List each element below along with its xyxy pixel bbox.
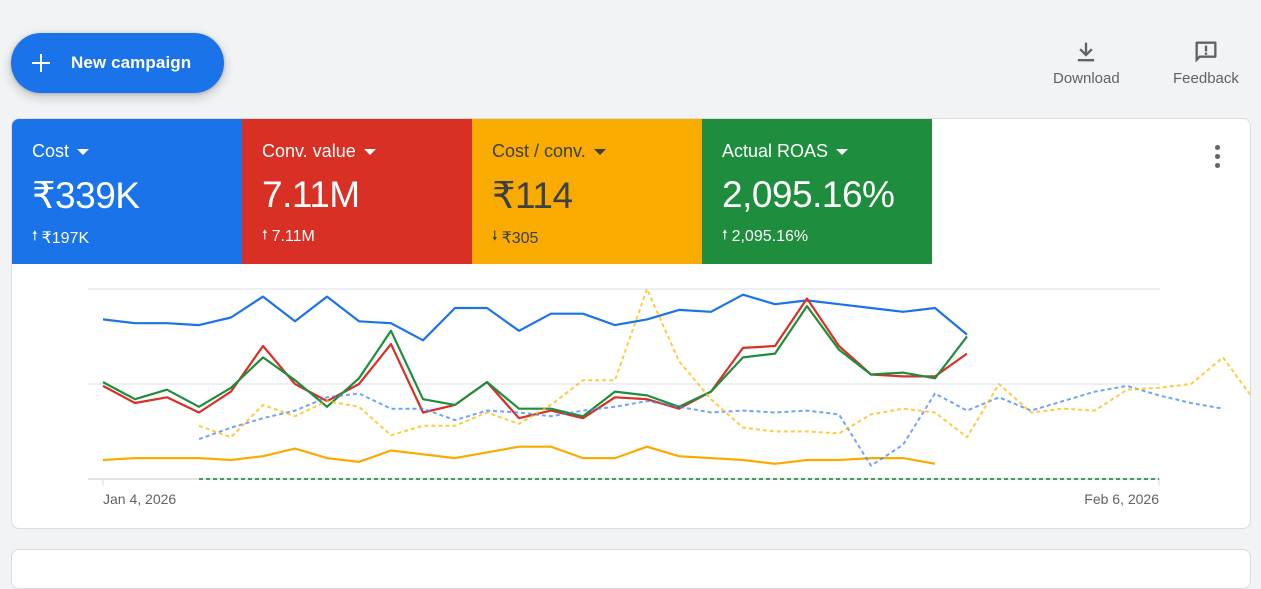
chart-gridlines <box>88 288 1160 486</box>
chart-series <box>102 288 1250 480</box>
download-label: Download <box>1053 70 1120 87</box>
metric-delta: ₹305 <box>501 230 539 247</box>
metric-tiles: Cost ₹339K 🠕 ₹197K Conv. value 7.11M 🠕 7.1… <box>12 119 932 264</box>
download-icon <box>1078 42 1095 62</box>
x-axis-end-label: Feb 6, 2026 <box>1084 491 1159 507</box>
secondary-card <box>11 549 1251 589</box>
arrow-up-icon: 🠕 <box>32 228 38 243</box>
metric-tile-conv-value[interactable]: Conv. value 7.11M 🠕 7.11M <box>242 119 472 264</box>
chart-series-line-5 <box>198 288 1250 439</box>
download-button[interactable]: Download <box>1053 38 1120 87</box>
feedback-icon <box>1195 41 1217 63</box>
arrow-up-icon: 🠕 <box>722 227 728 242</box>
new-campaign-label: New campaign <box>71 53 192 72</box>
metric-tile-cost-per-conv[interactable]: Cost / conv. ₹114 🠗 ₹305 <box>472 119 702 264</box>
plus-icon <box>32 54 50 72</box>
arrow-down-icon: 🠗 <box>492 228 498 243</box>
dropdown-caret-icon[interactable] <box>77 148 90 155</box>
metric-delta: 7.11M <box>271 228 315 245</box>
feedback-label: Feedback <box>1173 70 1239 87</box>
x-axis-start-label: Jan 4, 2026 <box>103 491 176 507</box>
dropdown-caret-icon[interactable] <box>836 148 849 155</box>
chart-series-line-4 <box>198 384 1224 467</box>
more-options-icon[interactable] <box>1214 145 1220 168</box>
metric-delta: 2,095.16% <box>731 228 809 245</box>
chart-series-line-3 <box>102 445 936 465</box>
metric-value: 2,095.16% <box>722 174 895 215</box>
metric-value: ₹114 <box>492 175 573 216</box>
metric-value: ₹339K <box>32 175 140 216</box>
metric-label: Cost <box>32 141 70 161</box>
metric-label: Actual ROAS <box>722 141 829 161</box>
metric-delta: ₹197K <box>41 230 90 247</box>
metric-label: Cost / conv. <box>492 141 586 161</box>
metric-tile-actual-roas[interactable]: Actual ROAS 2,095.16% 🠕 2,095.16% <box>702 119 932 264</box>
dropdown-caret-icon[interactable] <box>593 148 606 155</box>
performance-card: Cost ₹339K 🠕 ₹197K Conv. value 7.11M 🠕 7.1… <box>11 118 1251 529</box>
metric-value: 7.11M <box>262 174 360 215</box>
metric-tile-cost[interactable]: Cost ₹339K 🠕 ₹197K <box>12 119 242 264</box>
new-campaign-button[interactable]: New campaign <box>11 33 224 93</box>
dropdown-caret-icon[interactable] <box>363 148 376 155</box>
performance-line-chart: Jan 4, 2026 Feb 6, 2026 <box>88 288 1250 507</box>
metric-label: Conv. value <box>262 141 356 161</box>
chart-series-line-2 <box>102 304 968 418</box>
chart-series-line-0 <box>102 293 968 342</box>
feedback-button[interactable]: Feedback <box>1173 38 1239 87</box>
arrow-up-icon: 🠕 <box>262 227 268 242</box>
